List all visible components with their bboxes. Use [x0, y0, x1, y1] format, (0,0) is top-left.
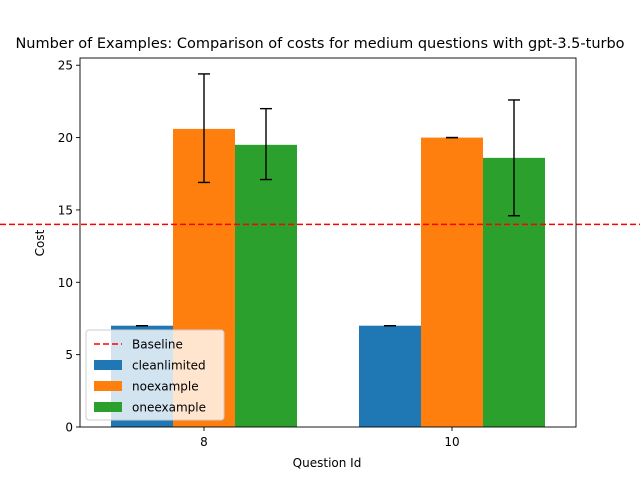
bar-cleanlimited-10	[359, 325, 421, 427]
legend-label-cleanlimited: cleanlimited	[132, 359, 206, 373]
legend: Baseline cleanlimited noexample oneexample	[85, 329, 225, 421]
legend-swatch-oneexample	[94, 402, 122, 412]
legend-box	[85, 329, 225, 421]
bar-oneexample-8	[235, 144, 297, 427]
chart-title: Number of Examples: Comparison of costs …	[15, 36, 624, 52]
x-axis-label: Question Id	[293, 456, 362, 470]
legend-label-oneexample: oneexample	[132, 401, 206, 415]
y-tick-label-10: 10	[58, 276, 73, 290]
error-bars-layer	[136, 73, 520, 327]
y-tick-label-0: 0	[65, 421, 73, 435]
bar-noexample-10	[421, 137, 483, 427]
x-tick-label-10: 10	[444, 435, 459, 449]
legend-label-baseline: Baseline	[132, 338, 183, 352]
legend-label-noexample: noexample	[132, 380, 199, 394]
y-axis-label: Cost	[33, 229, 47, 256]
y-tick-label-25: 25	[58, 59, 73, 73]
plot-frame	[79, 57, 577, 428]
x-tick-label-8: 8	[200, 435, 208, 449]
y-tick-label-20: 20	[58, 131, 73, 145]
y-tick-label-5: 5	[65, 348, 73, 362]
x-axis: 8 10	[200, 427, 460, 449]
legend-swatch-noexample	[94, 381, 122, 391]
y-tick-label-15: 15	[58, 203, 73, 217]
legend-swatch-cleanlimited	[94, 360, 122, 370]
y-axis: 0 5 10 15 20 25	[58, 59, 80, 435]
